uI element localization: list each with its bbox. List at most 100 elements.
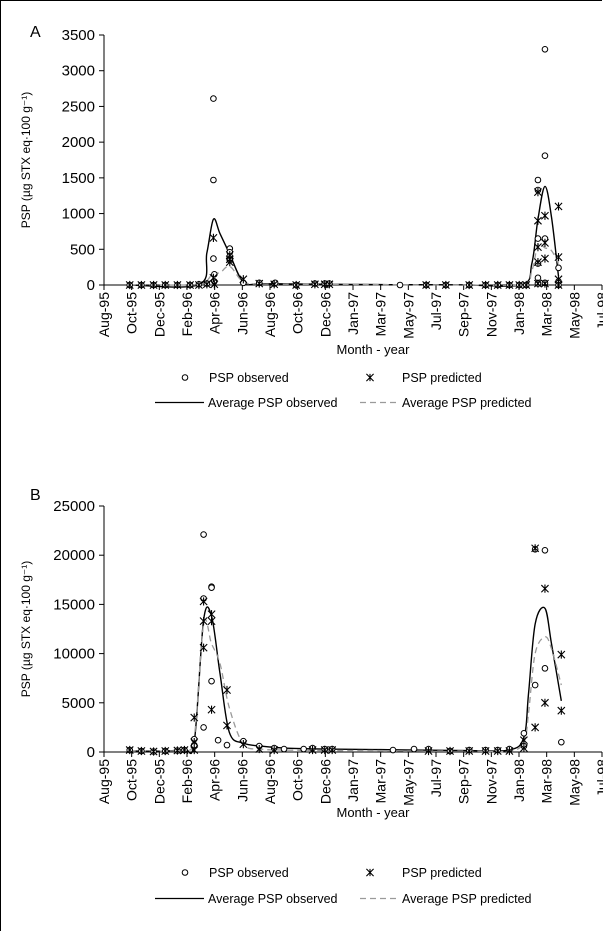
observed-point [531, 681, 539, 689]
predicted-point [222, 685, 231, 695]
predicted-point [180, 745, 189, 755]
x-tick-label: May-98 [566, 292, 582, 339]
predicted-point [557, 706, 566, 715]
predicted-point [190, 745, 199, 755]
legend-label: Average PSP predicted [402, 396, 532, 410]
predicted-point [328, 745, 337, 755]
observed-point [520, 730, 528, 737]
predicted-point [202, 280, 211, 289]
observed-point [558, 738, 565, 746]
predicted-point [481, 746, 490, 756]
predicted-point [531, 723, 540, 732]
predicted-point [207, 705, 216, 714]
y-tick-label: 500 [70, 241, 95, 258]
observed-point [541, 665, 549, 672]
observed-point [210, 255, 217, 262]
x-tick-label: Jan-98 [511, 292, 527, 335]
predicted-point [320, 745, 329, 755]
y-tick-label: 15000 [53, 596, 95, 613]
observed-point [223, 741, 231, 749]
x-tick-label: May-97 [400, 292, 416, 339]
x-tick-label: May-98 [566, 759, 582, 806]
observed-point [541, 152, 549, 160]
observed-point [210, 176, 217, 184]
x-tick-label: Mar-97 [373, 292, 389, 337]
observed-point [200, 531, 207, 538]
panel-label: B [30, 487, 41, 504]
predicted-point [540, 279, 549, 288]
predicted-point [239, 275, 248, 284]
predicted-point [137, 280, 146, 290]
predicted-point [255, 744, 264, 754]
predicted-point [310, 280, 319, 289]
y-tick-label: 10000 [53, 646, 95, 663]
predicted-point [515, 280, 524, 290]
predicted-point [239, 740, 248, 749]
x-tick-label: Jul-98 [594, 292, 603, 330]
observed-point [389, 746, 397, 754]
legend: PSP observed PSP predicted Average PSP obs… [155, 371, 532, 410]
x-tick-label: Aug-96 [262, 759, 278, 804]
legend-observed-marker [181, 374, 189, 381]
predicted-point [186, 280, 195, 290]
y-tick-label: 1000 [62, 206, 95, 223]
x-tick-label: Aug-96 [262, 292, 278, 337]
y-axis-label: PSP (µg STX eq·100 g⁻¹) [19, 92, 33, 228]
legend-label: PSP observed [209, 371, 289, 385]
x-tick-label: Jan-98 [511, 759, 527, 802]
predicted-point [522, 280, 531, 290]
x-tick-label: Mar-98 [539, 292, 555, 337]
legend-predicted-marker [366, 373, 374, 382]
legend-label: Average PSP observed [208, 892, 338, 906]
predicted-point [308, 745, 317, 755]
predicted-point [209, 233, 218, 242]
average-predicted-line [129, 243, 560, 287]
x-tick-label: Jan-97 [345, 759, 361, 802]
legend-label: PSP predicted [402, 371, 482, 385]
predicted-point [209, 273, 218, 282]
x-tick-label: Dec-95 [151, 292, 167, 337]
x-tick-label: Mar-97 [373, 759, 389, 804]
x-tick-label: May-97 [400, 759, 416, 806]
x-tick-label: Aug-95 [96, 292, 112, 337]
predicted-point [173, 746, 182, 755]
observed-point [200, 724, 207, 731]
predicted-point [173, 280, 182, 290]
y-tick-label: 0 [87, 277, 95, 294]
predicted-point [540, 698, 549, 707]
predicted-point [465, 746, 474, 756]
y-tick-label: 3000 [62, 63, 95, 80]
predicted-point [554, 253, 563, 262]
average-observed-line [129, 185, 560, 288]
predicted-point [554, 202, 563, 211]
predicted-point [446, 746, 455, 756]
predicted-point [292, 280, 301, 290]
predicted-point [225, 258, 234, 267]
predicted-point [424, 746, 433, 756]
predicted-point [207, 617, 216, 626]
predicted-point [493, 746, 502, 756]
observed-point [280, 745, 288, 753]
predicted-point [540, 584, 549, 593]
x-tick-label: Dec-96 [317, 759, 333, 804]
predicted-point [161, 746, 170, 756]
x-tick-label: Apr-96 [207, 292, 223, 334]
y-tick-label: 25000 [53, 498, 95, 515]
predicted-point [194, 280, 203, 290]
x-tick-label: Apr-96 [207, 759, 223, 801]
predicted-point [199, 643, 208, 652]
observed-point [534, 176, 542, 184]
predicted-point [149, 280, 158, 290]
predicted-point [533, 258, 542, 267]
predicted-point [210, 280, 219, 289]
predicted-point [493, 280, 502, 290]
x-tick-label: Feb-96 [179, 759, 195, 804]
predicted-point [137, 746, 146, 756]
x-tick-label: Jul-97 [428, 292, 444, 330]
predicted-point [505, 280, 514, 290]
x-tick-label: Jul-97 [428, 759, 444, 797]
x-tick-label: Jun-96 [234, 292, 250, 335]
legend-label: Average PSP observed [208, 396, 338, 410]
